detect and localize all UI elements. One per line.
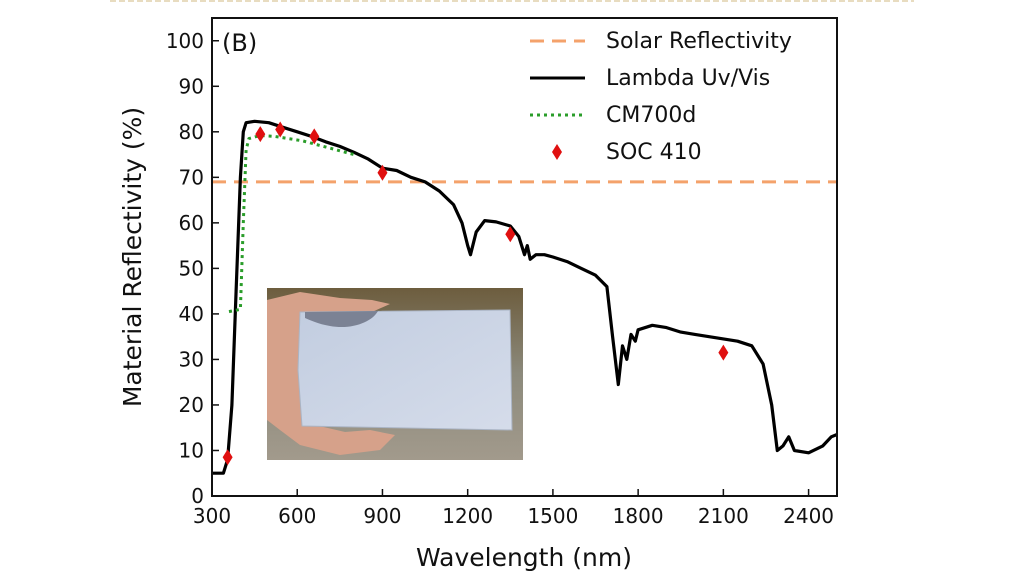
y-tick-label: 20 [179, 393, 204, 417]
inset-photo [267, 288, 523, 460]
soc410-point [377, 164, 388, 181]
x-tick-label: 300 [193, 504, 231, 528]
x-tick-label: 2400 [783, 504, 834, 528]
y-axis-ticks: 0 10 20 30 40 50 60 70 80 90 100 [166, 29, 219, 508]
soc410-point [718, 344, 729, 361]
x-tick-label: 900 [363, 504, 401, 528]
lambda-uvvis-line [212, 119, 838, 475]
x-axis-title: Wavelength (nm) [416, 543, 632, 572]
legend: Solar Reflectivity Lambda Uv/Vis CM700d SOC… [530, 29, 792, 165]
y-tick-label: 50 [179, 256, 204, 280]
y-tick-label: 60 [179, 211, 204, 235]
inset-photo-panel [297, 309, 513, 431]
x-tick-label: 600 [278, 504, 316, 528]
soc410-point [255, 126, 266, 143]
legend-label: SOC 410 [606, 140, 702, 165]
cm700d-line [228, 134, 355, 314]
y-tick-label: 10 [179, 438, 204, 462]
x-tick-label: 2100 [698, 504, 749, 528]
axes: 300 600 900 1200 1500 1800 2100 2400 0 10 20 30 40 5… [118, 17, 838, 572]
soc410-point [505, 226, 516, 243]
y-tick-label: 40 [179, 302, 204, 326]
y-axis-title: Material Reflectivity (%) [118, 107, 147, 407]
y-tick-label: 80 [179, 120, 204, 144]
x-axis-ticks: 300 600 900 1200 1500 1800 2100 2400 [193, 489, 834, 528]
soc410-point [222, 449, 233, 466]
plot-data-layer [212, 119, 838, 475]
legend-label: Lambda Uv/Vis [606, 66, 770, 91]
inset-photo-shadow [305, 311, 378, 328]
y-tick-label: 70 [179, 165, 204, 189]
legend-label: Solar Reflectivity [606, 29, 792, 54]
legend-marker-soc410 [552, 144, 562, 160]
panel-label: (B) [222, 29, 257, 57]
soc410-point [309, 128, 320, 145]
y-tick-label: 0 [191, 484, 204, 508]
y-tick-label: 100 [166, 29, 204, 53]
x-tick-label: 1500 [527, 504, 578, 528]
y-tick-label: 30 [179, 347, 204, 371]
x-tick-label: 1200 [442, 504, 493, 528]
plot-frame [211, 17, 838, 497]
legend-label: CM700d [606, 103, 696, 128]
soc410-point [275, 121, 286, 138]
x-tick-label: 1800 [613, 504, 664, 528]
y-tick-label: 90 [179, 74, 204, 98]
